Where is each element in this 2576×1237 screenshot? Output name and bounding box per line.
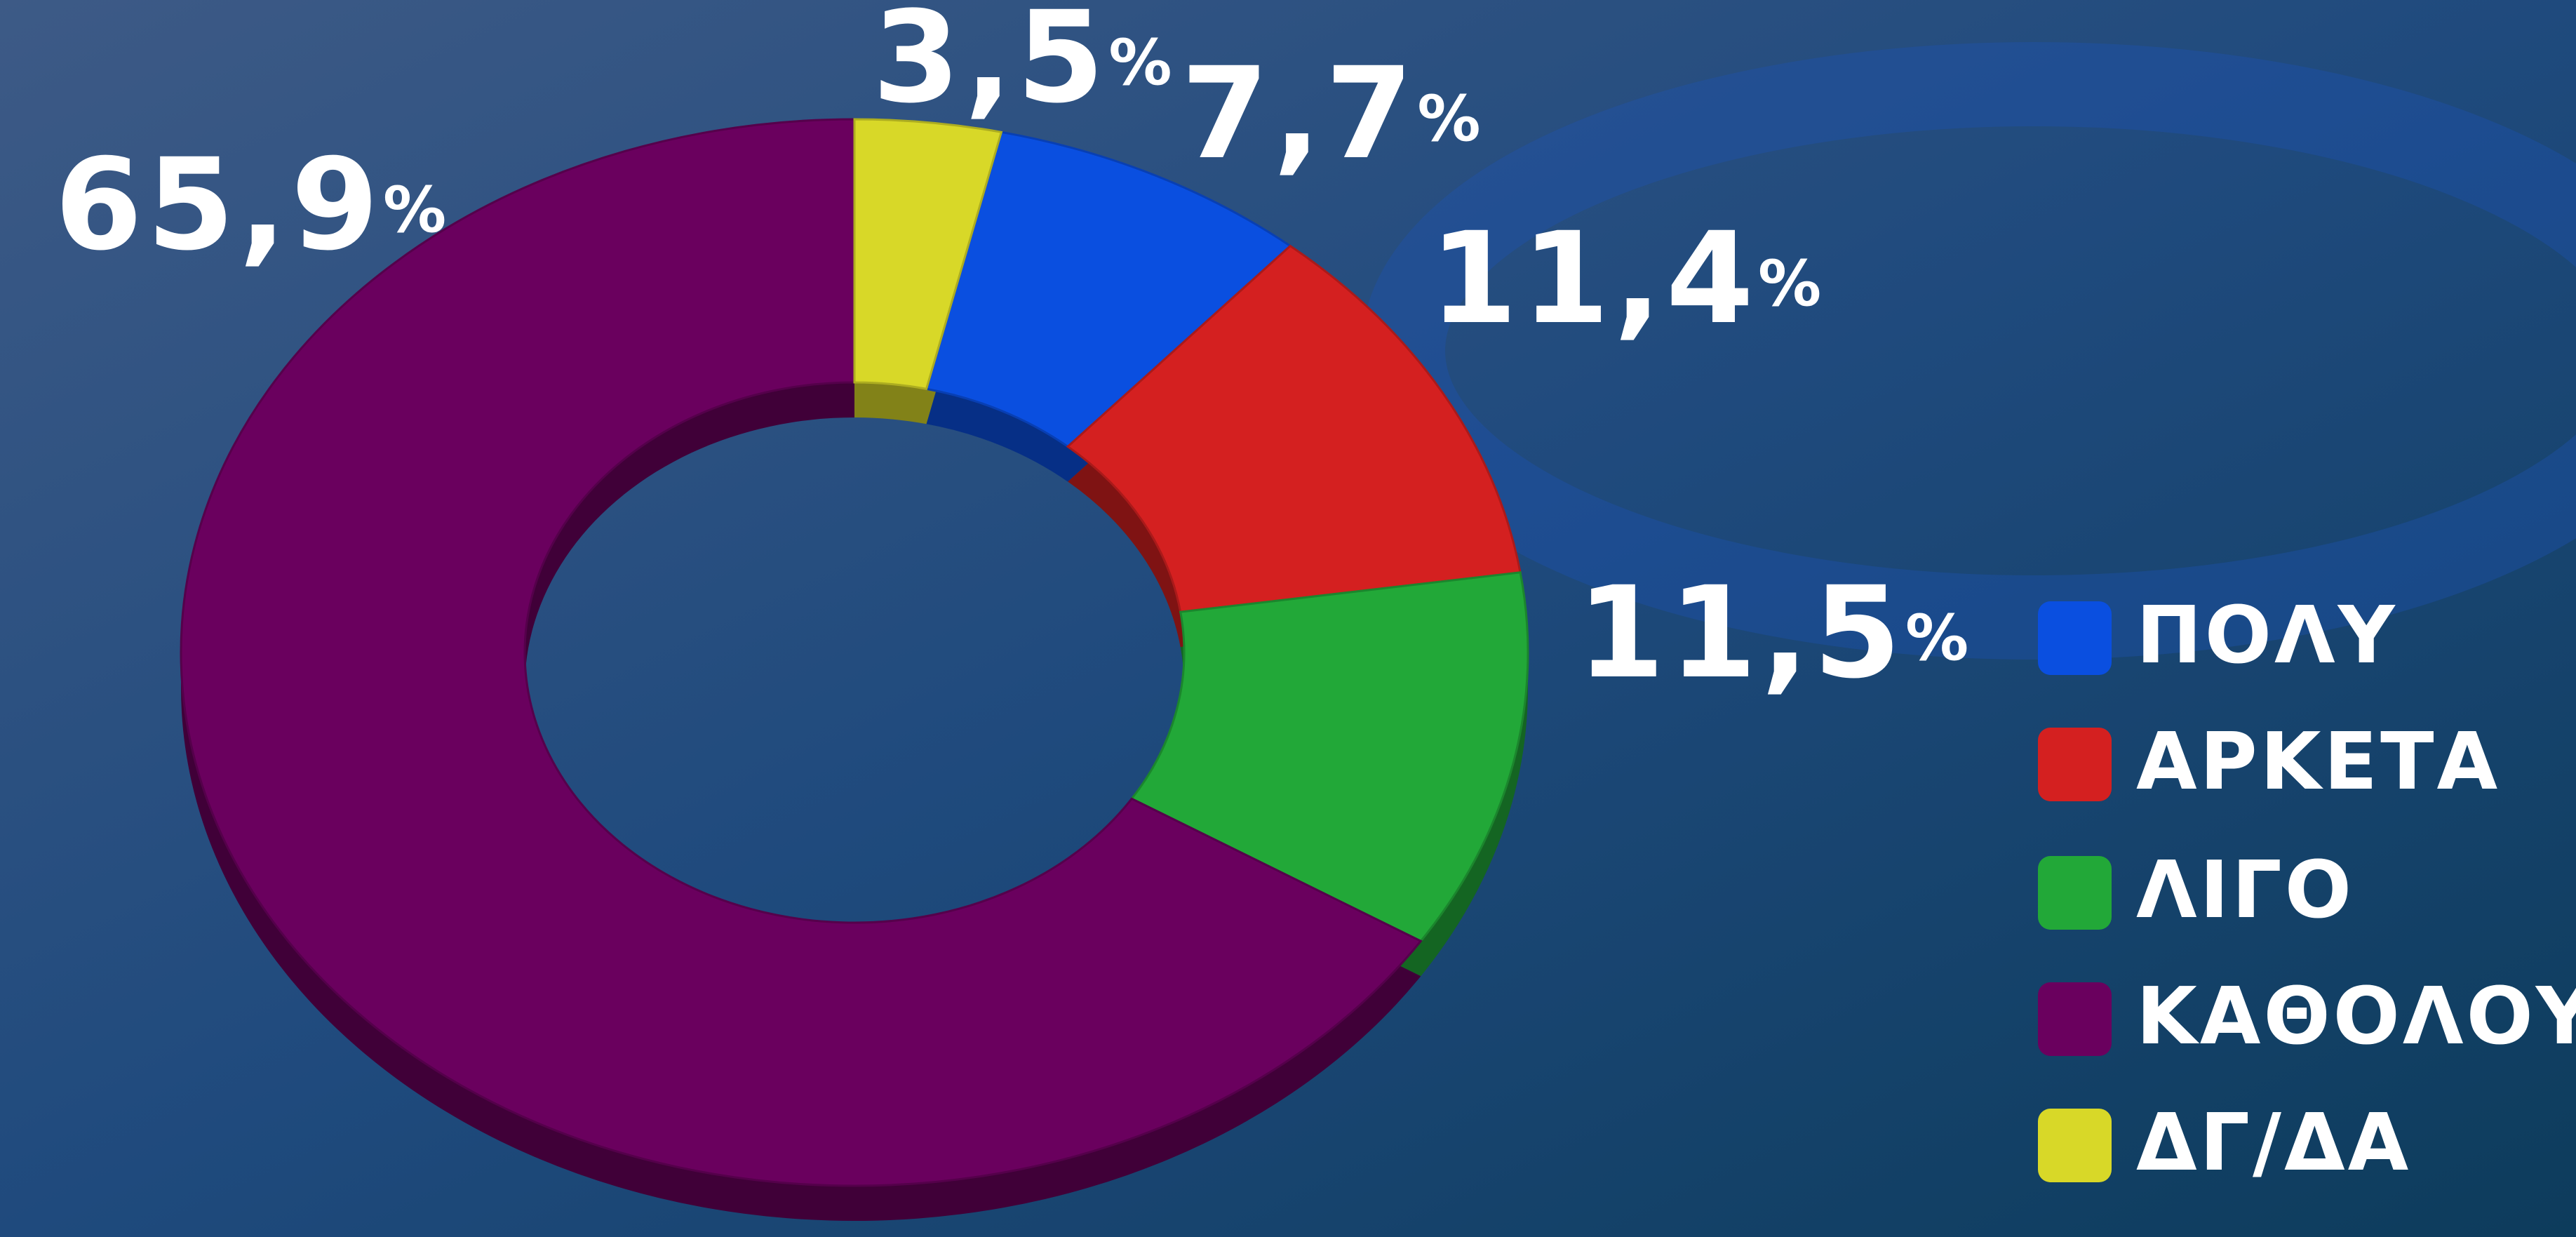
value-labels: 7,7%11,4%11,5%65,9%3,5% bbox=[55, 0, 1973, 707]
slice bbox=[853, 118, 1003, 390]
donut bbox=[180, 118, 1529, 1221]
legend-swatch bbox=[2038, 1109, 2112, 1182]
legend-label: ΚΑΘΟΛΟΥ bbox=[2136, 971, 2576, 1062]
legend-swatch bbox=[2038, 982, 2112, 1056]
value-label-number: 11,4 bbox=[1430, 206, 1758, 352]
value-label-unit: % bbox=[1905, 601, 1973, 675]
value-label-number: 7,7 bbox=[1181, 41, 1417, 187]
legend: ΠΟΛΥ ΑΡΚΕΤΑ ΛΙΓΟ ΚΑΘΟΛΟΥ ΔΓ/ΔΑ bbox=[2038, 590, 2576, 1189]
value-label-number: 11,5 bbox=[1577, 560, 1905, 707]
slice bbox=[925, 131, 1292, 448]
legend-label: ΑΡΚΕΤΑ bbox=[2136, 716, 2500, 808]
value-label-unit: % bbox=[1758, 247, 1825, 321]
value-label-unit: % bbox=[1417, 82, 1484, 156]
value-label-number: 3,5 bbox=[872, 0, 1108, 131]
legend-swatch bbox=[2038, 856, 2112, 930]
value-label: 7,7% bbox=[1181, 41, 1484, 187]
legend-swatch bbox=[2038, 601, 2112, 675]
value-label: 3,5% bbox=[872, 0, 1176, 131]
legend-label: ΛΙΓΟ bbox=[2136, 845, 2354, 936]
legend-label: ΔΓ/ΔΑ bbox=[2136, 1097, 2411, 1189]
slice bbox=[180, 118, 1423, 1187]
value-label: 65,9% bbox=[55, 132, 450, 279]
value-label: 11,4% bbox=[1430, 206, 1825, 352]
slice bbox=[1066, 244, 1522, 613]
legend-label: ΠΟΛΥ bbox=[2136, 590, 2398, 681]
value-label-unit: % bbox=[383, 173, 450, 247]
value-label-number: 65,9 bbox=[55, 132, 383, 279]
legend-swatch bbox=[2038, 728, 2112, 801]
value-label: 11,5% bbox=[1577, 560, 1973, 707]
value-label-unit: % bbox=[1108, 26, 1176, 100]
slice bbox=[1129, 571, 1529, 943]
